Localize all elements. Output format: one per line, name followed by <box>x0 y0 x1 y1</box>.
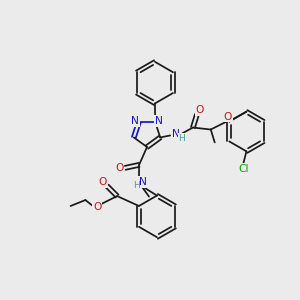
Text: O: O <box>93 202 101 212</box>
Text: O: O <box>224 112 232 122</box>
Text: N: N <box>131 116 139 126</box>
Text: H: H <box>178 134 185 143</box>
Text: N: N <box>155 116 163 126</box>
Text: Cl: Cl <box>238 164 249 174</box>
Text: H: H <box>133 181 140 190</box>
Text: N: N <box>172 130 180 140</box>
Text: O: O <box>115 163 124 173</box>
Text: N: N <box>139 177 147 187</box>
Text: O: O <box>196 105 204 115</box>
Text: O: O <box>98 177 106 187</box>
